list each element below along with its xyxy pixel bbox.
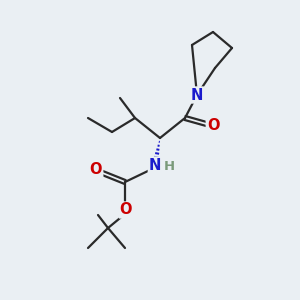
Text: O: O — [90, 163, 102, 178]
Text: N: N — [149, 158, 161, 172]
Text: N: N — [191, 88, 203, 103]
Text: O: O — [120, 202, 132, 217]
Text: O: O — [207, 118, 219, 133]
Text: H: H — [164, 160, 175, 173]
